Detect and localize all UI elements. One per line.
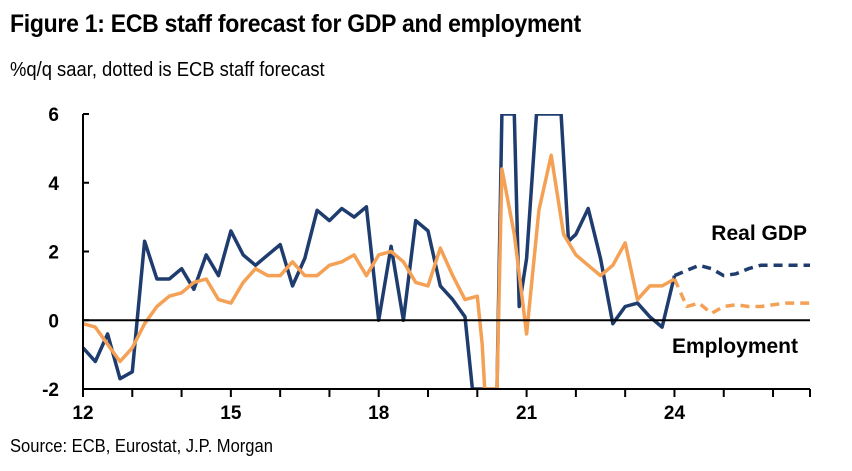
series-label-employment: Employment	[672, 335, 798, 358]
x-tick-label: 24	[664, 403, 686, 424]
series-real-gdp-forecast	[673, 263, 810, 278]
source-note: Source: ECB, Eurostat, J.P. Morgan	[10, 436, 273, 456]
chart-subtitle: %q/q saar, dotted is ECB staff forecast	[10, 59, 325, 81]
plot-area	[83, 114, 810, 389]
y-tick-label: -2	[42, 380, 59, 401]
y-tick-label: 2	[48, 243, 59, 264]
chart-title: Figure 1: ECB staff forecast for GDP and…	[10, 10, 581, 38]
x-tick-label: 18	[368, 403, 389, 424]
series-real-gdp-actual	[83, 114, 677, 389]
series-employment-forecast	[672, 278, 810, 316]
x-tick-label: 21	[516, 403, 538, 424]
y-tick-label: 4	[48, 174, 59, 195]
labels: Real GDP Employment	[672, 222, 807, 358]
x-tick-label: 12	[72, 403, 93, 424]
y-tick-label: 0	[48, 311, 59, 332]
series-employment-actual	[83, 153, 676, 389]
x-tick-label: 15	[220, 403, 242, 424]
y-tick-label: 6	[48, 105, 59, 126]
series-label-real-gdp: Real GDP	[711, 222, 807, 245]
